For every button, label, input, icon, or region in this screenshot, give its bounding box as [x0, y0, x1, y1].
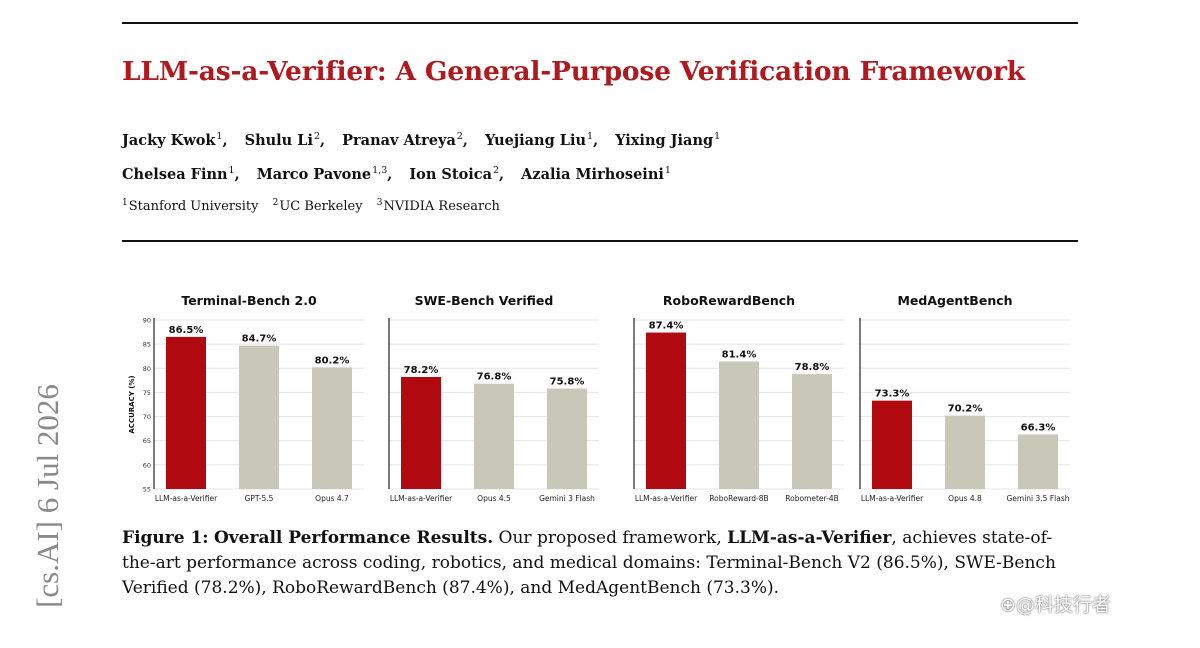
authors-line-2: Chelsea Finn1, Marco Pavone1,3, Ion Stoi…	[122, 165, 1082, 183]
bar	[547, 388, 587, 489]
y-tick-label: 80	[143, 365, 151, 373]
bar	[474, 383, 514, 489]
bar	[945, 415, 985, 489]
bar-value-label: 70.2%	[948, 404, 983, 415]
authors-line-1: Jacky Kwok1, Shulu Li2, Pranav Atreya2, …	[122, 131, 1082, 149]
y-tick-label: 65	[143, 437, 151, 445]
author: Chelsea Finn1,	[122, 165, 240, 183]
y-tick-label: 75	[143, 389, 151, 397]
x-tick-label: Robometer-4B	[785, 494, 839, 503]
author: Marco Pavone1,3,	[256, 165, 393, 183]
y-tick-label: 60	[143, 461, 151, 469]
watermark: ⊕@科技行者	[1000, 594, 1111, 616]
title-block-rule	[122, 240, 1078, 242]
figure-1: Terminal-Bench 2.0 55 60 65 70 75 80 85 90 ACCURA…	[118, 284, 1080, 510]
author: Ion Stoica2,	[409, 165, 505, 183]
bar-value-label: 87.4%	[649, 321, 684, 332]
x-tick-label: LLM-as-a-Verifier	[635, 494, 698, 503]
x-tick-label: GPT-5.5	[245, 494, 274, 503]
bar-value-label: 73.3%	[875, 389, 910, 400]
y-tick-label: 55	[143, 486, 151, 494]
author: Pranav Atreya2,	[342, 131, 468, 149]
bar	[719, 361, 759, 489]
x-tick-label: Opus 4.5	[477, 494, 511, 503]
x-tick-label: LLM-as-a-Verifier	[390, 494, 453, 503]
author: Yuejiang Liu1,	[485, 131, 599, 149]
author: Azalia Mirhoseini1	[521, 165, 671, 183]
bar-value-label: 75.8%	[550, 377, 585, 388]
affiliation: 3NVIDIA Research	[376, 198, 500, 214]
bar	[239, 345, 279, 489]
y-tick-label: 70	[143, 413, 151, 421]
bar	[872, 400, 912, 489]
bar-value-label: 66.3%	[1021, 422, 1056, 433]
y-tick-label: 90	[143, 317, 151, 325]
chart-title: RoboRewardBench	[663, 293, 795, 308]
paper-title: LLM-as-a-Verifier: A General-Purpose Ver…	[122, 56, 1025, 87]
bar	[401, 376, 441, 489]
bar	[166, 336, 206, 489]
x-tick-label: LLM-as-a-Verifier	[861, 494, 924, 503]
author: Jacky Kwok1,	[122, 131, 228, 149]
author: Yixing Jiang1	[615, 131, 721, 149]
x-tick-label: LLM-as-a-Verifier	[155, 494, 218, 503]
bar-value-label: 84.7%	[242, 334, 277, 345]
top-rule	[122, 22, 1078, 24]
y-tick-label: 85	[143, 341, 151, 349]
affiliation: 2UC Berkeley	[272, 198, 363, 214]
affiliations: 1Stanford University 2UC Berkeley 3NVIDI…	[122, 198, 510, 214]
x-tick-label: RoboReward-8B	[709, 494, 768, 503]
bar-value-label: 78.2%	[404, 365, 439, 376]
arxiv-stamp: [cs.AI] 6 Jul 2026	[30, 384, 65, 608]
bar	[792, 374, 832, 489]
x-tick-label: Opus 4.7	[315, 494, 349, 503]
results-bar-charts: Terminal-Bench 2.0 55 60 65 70 75 80 85 90 ACCURA…	[128, 293, 1070, 503]
caption-text-1: Our proposed framework,	[493, 528, 728, 548]
x-tick-label: Gemini 3.5 Flash	[1006, 494, 1069, 503]
chart-title: SWE-Bench Verified	[415, 293, 554, 308]
x-tick-label: Opus 4.8	[948, 494, 982, 503]
bar-value-label: 86.5%	[169, 325, 204, 336]
author: Shulu Li2,	[244, 131, 326, 149]
bar	[646, 332, 686, 489]
bar-value-label: 78.8%	[795, 362, 830, 373]
bar-value-label: 76.8%	[477, 372, 512, 383]
figure-caption: Figure 1: Overall Performance Results. O…	[122, 526, 1082, 601]
caption-method-name: LLM-as-a-Verifier	[727, 528, 892, 548]
chart-title: Terminal-Bench 2.0	[181, 293, 317, 308]
x-tick-label: Gemini 3 Flash	[539, 494, 595, 503]
arxiv-sidebar: [cs.AI] 6 Jul 2026	[28, 346, 68, 646]
affiliation: 1Stanford University	[122, 198, 259, 214]
bar-value-label: 80.2%	[315, 355, 350, 366]
y-axis-label: ACCURACY (%)	[128, 375, 136, 433]
caption-text-2: , achieves state-of-the-art performance …	[122, 528, 1056, 598]
chart-title: MedAgentBench	[897, 293, 1012, 308]
bar	[1018, 434, 1058, 489]
bar	[312, 367, 352, 489]
bar-value-label: 81.4%	[722, 350, 757, 361]
caption-heading: Overall Performance Results.	[213, 528, 494, 548]
caption-label: Figure 1:	[122, 528, 209, 548]
